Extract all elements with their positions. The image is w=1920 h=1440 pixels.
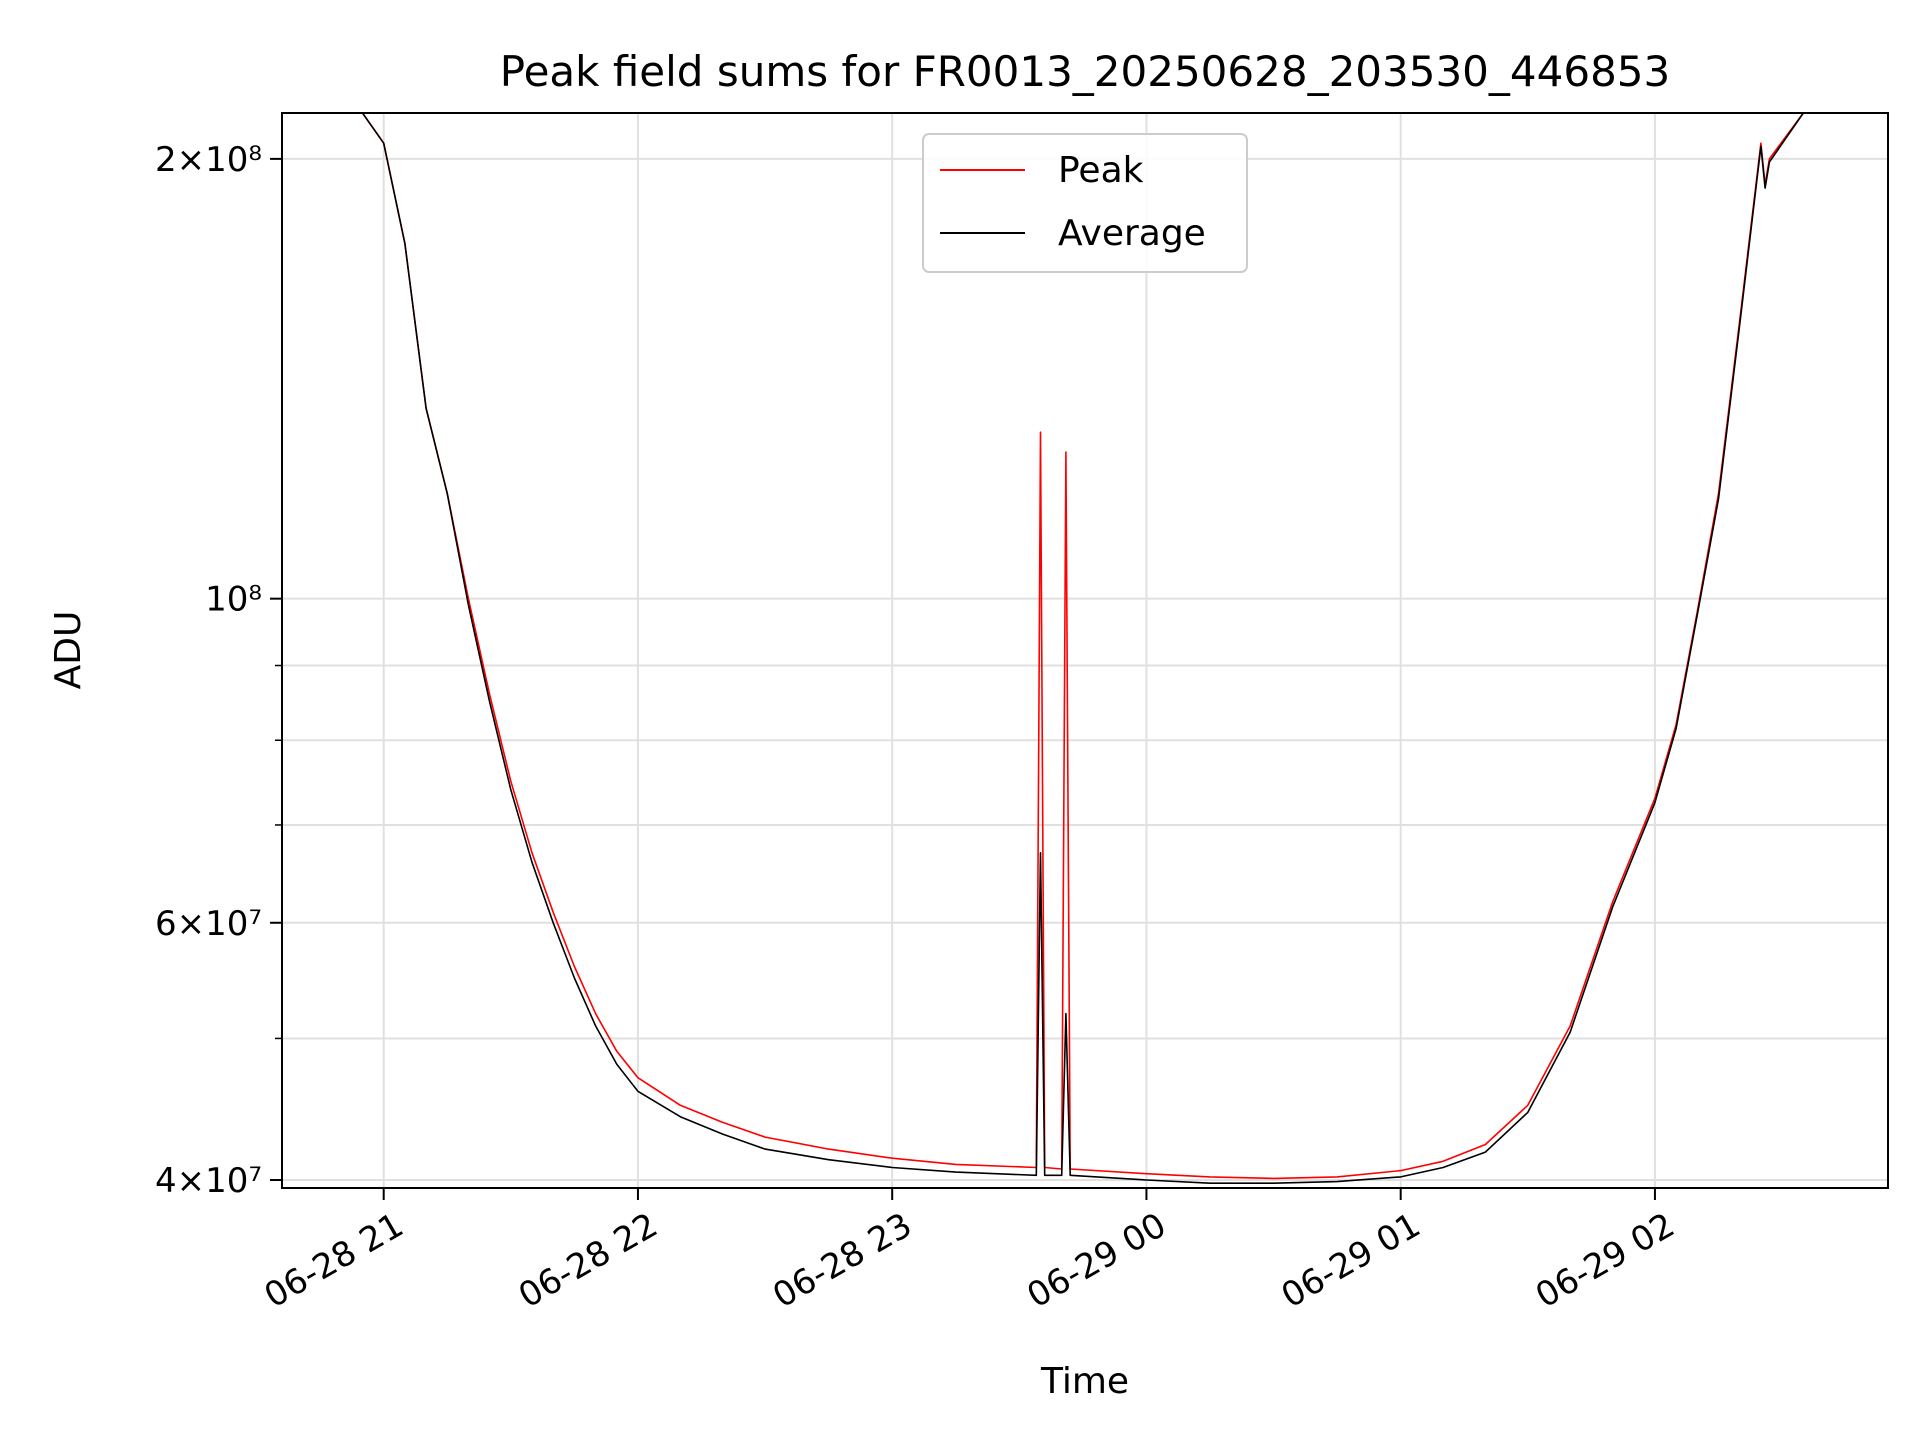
x-axis: 06-28 21 06-28 22 06-28 23 06-29 00 06-29 01…: [258, 1188, 1681, 1316]
plot-area-frame: [281, 112, 1889, 1189]
series-line-average: [282, 113, 1888, 1184]
y-tick-label: 10⁸: [205, 580, 262, 620]
y-tick-label: 2×10⁸: [155, 140, 262, 180]
y-tick-label: 6×10⁷: [155, 904, 262, 944]
chart-title: Peak field sums for FR0013_20250628_2035…: [500, 47, 1670, 96]
grid: [282, 113, 1888, 1188]
x-tick-label: 06-28 21: [258, 1205, 410, 1316]
legend: Peak Average: [922, 133, 1248, 273]
x-tick-label: 06-29 02: [1529, 1205, 1681, 1316]
series-lines: [282, 113, 1888, 1184]
x-tick-label: 06-29 00: [1021, 1205, 1173, 1316]
x-tick-label: 06-28 22: [512, 1205, 664, 1316]
y-tick-label: 4×10⁷: [155, 1161, 262, 1201]
x-axis-title: Time: [1040, 1361, 1129, 1402]
y-axis-title: ADU: [48, 611, 89, 690]
legend-box: [922, 133, 1248, 273]
x-tick-label: 06-28 23: [766, 1205, 918, 1316]
legend-label-peak: Peak: [1058, 150, 1144, 191]
legend-label-average: Average: [1058, 213, 1206, 254]
y-axis: 4×10⁷ 6×10⁷ 10⁸ 2×10⁸: [155, 140, 282, 1201]
x-tick-label: 06-29 01: [1275, 1205, 1427, 1316]
